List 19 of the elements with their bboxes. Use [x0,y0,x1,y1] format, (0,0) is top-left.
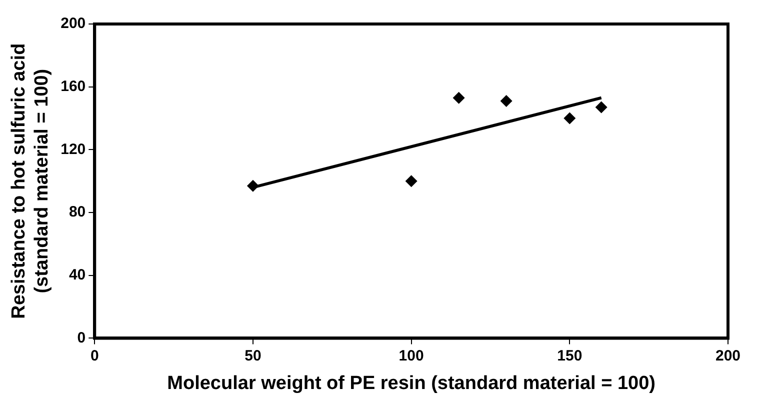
x-tick-label: 100 [398,347,424,364]
y-tick-label: 0 [77,329,86,346]
point [595,101,608,114]
y-tick-label: 160 [60,78,86,95]
point [452,92,465,104]
point [564,112,576,124]
y-axis-title: Resistance to hot sulfuric acid (standard material = 100) [8,43,52,319]
x-tick-label: 0 [90,347,99,364]
x-tick-label: 200 [715,347,741,364]
y-tick-label: 40 [68,266,86,284]
y-tick-label: 80 [68,204,86,221]
y-tick-label: 200 [60,15,86,32]
point [500,94,512,107]
y-tick-label: 120 [60,140,86,158]
point [405,175,418,188]
x-tick-label: 50 [244,347,262,364]
x-tick-label: 150 [557,347,582,364]
x-axis-title: Molecular weight of PE resin (standard material = 100) [167,372,656,394]
point [246,180,259,192]
